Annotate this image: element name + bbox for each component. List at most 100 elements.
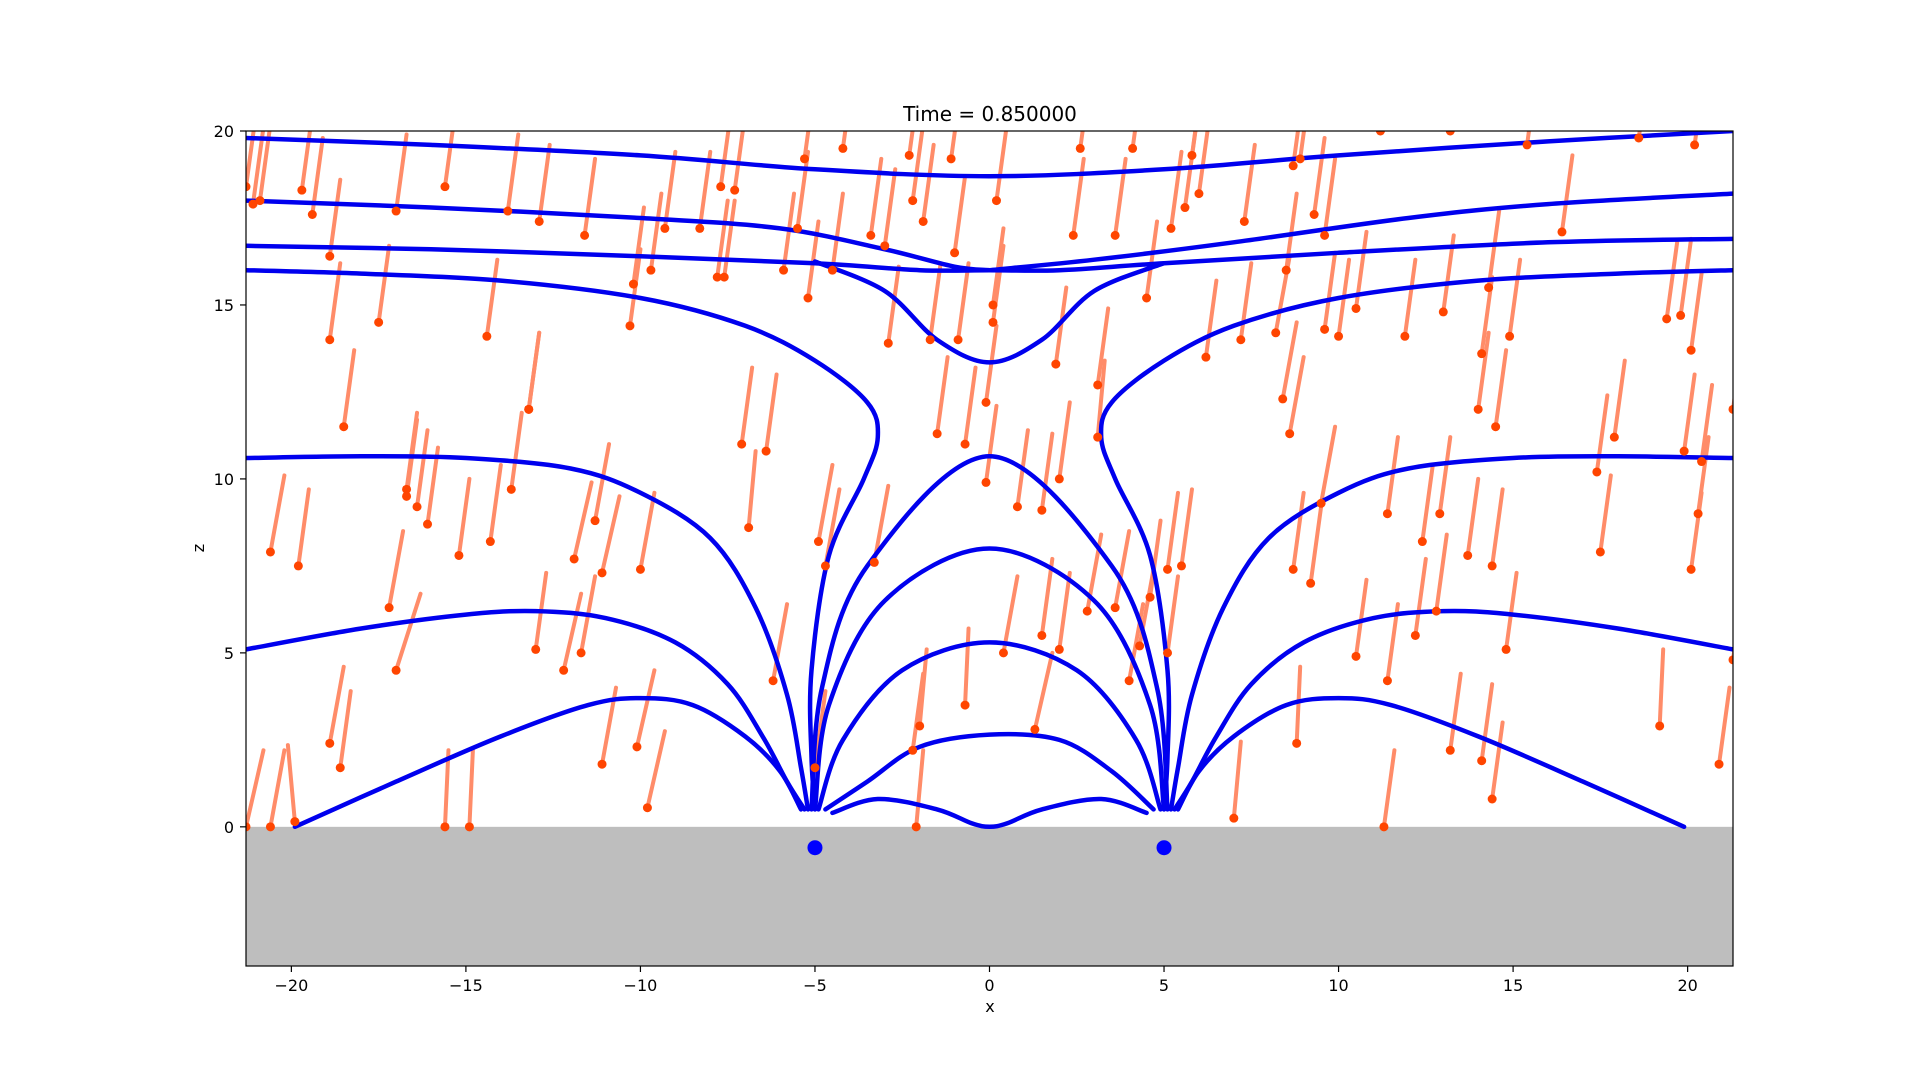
particle-trail bbox=[949, 131, 957, 161]
particle-trail bbox=[1717, 685, 1732, 767]
particle-point bbox=[464, 822, 474, 832]
particle-trail bbox=[1280, 320, 1299, 401]
field-line bbox=[823, 731, 1156, 812]
particle-point bbox=[799, 154, 809, 164]
particle-point bbox=[384, 603, 394, 613]
particle-trail bbox=[739, 365, 755, 447]
particle-trail bbox=[582, 156, 598, 238]
particle-trail bbox=[1113, 529, 1132, 610]
particle-trail bbox=[1402, 257, 1418, 339]
particle-point bbox=[1375, 131, 1385, 136]
y-axis-title: z bbox=[189, 544, 208, 552]
particle-trail bbox=[415, 428, 430, 509]
particle-point bbox=[1557, 227, 1567, 237]
particle-point bbox=[1491, 422, 1501, 432]
particle-point bbox=[988, 300, 998, 310]
particle-trail bbox=[1057, 400, 1072, 481]
particle-trail bbox=[1312, 135, 1327, 217]
x-tick-label: 15 bbox=[1503, 976, 1523, 995]
particle-point bbox=[1054, 644, 1064, 654]
particle-point bbox=[597, 568, 607, 578]
plot-area bbox=[245, 130, 1734, 967]
particle-point bbox=[908, 196, 918, 206]
particle-trail bbox=[268, 748, 287, 829]
particle-trail bbox=[1413, 556, 1428, 638]
particle-point bbox=[246, 822, 251, 832]
particle-point bbox=[960, 439, 970, 449]
particle-trail bbox=[1322, 250, 1338, 332]
particle-point bbox=[1676, 310, 1686, 320]
particle-point bbox=[810, 763, 820, 773]
particle-trail bbox=[921, 142, 936, 224]
particle-point bbox=[1142, 293, 1152, 303]
particle-point bbox=[402, 484, 412, 494]
particle-point bbox=[1379, 822, 1389, 832]
particle-point bbox=[307, 210, 317, 219]
x-tick-label: −15 bbox=[449, 976, 483, 995]
particle-point bbox=[908, 745, 918, 755]
particle-point bbox=[1662, 314, 1672, 324]
particle-point bbox=[1417, 537, 1427, 547]
particle-point bbox=[1679, 446, 1689, 456]
particle-trail bbox=[1127, 602, 1146, 683]
particle-point bbox=[1728, 655, 1733, 665]
particle-point bbox=[1054, 474, 1064, 484]
particle-trail bbox=[327, 177, 343, 259]
particle-point bbox=[1634, 133, 1644, 143]
particle-point bbox=[1281, 265, 1291, 275]
particle-trail bbox=[296, 487, 311, 568]
particle-trail bbox=[1322, 156, 1338, 238]
field-line bbox=[292, 695, 804, 830]
particle-point bbox=[737, 439, 747, 449]
particle-point bbox=[880, 241, 890, 251]
y-tick-label: 10 bbox=[214, 470, 234, 489]
particle-point bbox=[1382, 676, 1392, 686]
particle-trail bbox=[1381, 748, 1397, 829]
particle-trail bbox=[299, 131, 312, 193]
particle-trail bbox=[1298, 131, 1306, 161]
particle-point bbox=[981, 477, 991, 487]
particle-trail bbox=[1448, 671, 1463, 753]
particle-point bbox=[440, 822, 450, 832]
particle-point bbox=[820, 561, 830, 571]
particle-trail bbox=[456, 476, 472, 558]
particle-trail bbox=[914, 748, 926, 829]
particle-trail bbox=[1354, 577, 1369, 659]
particle-point bbox=[1295, 154, 1305, 164]
particle-point bbox=[482, 331, 492, 341]
particle-trail bbox=[1242, 142, 1257, 224]
particle-point bbox=[576, 648, 586, 658]
particle-trail bbox=[1057, 570, 1072, 652]
particle-trail bbox=[1203, 278, 1219, 360]
particle-trail bbox=[1165, 574, 1180, 655]
particle-trail bbox=[771, 602, 790, 683]
particle-trail bbox=[484, 257, 500, 339]
particle-point bbox=[1163, 564, 1173, 574]
particle-point bbox=[1522, 140, 1532, 150]
particle-point bbox=[1316, 498, 1326, 508]
particle-point bbox=[391, 665, 401, 675]
field-line bbox=[1172, 608, 1733, 812]
particle-trail bbox=[907, 131, 915, 158]
particle-point bbox=[1012, 502, 1022, 512]
particle-trail bbox=[387, 529, 406, 610]
particle-point bbox=[660, 223, 670, 233]
particle-point bbox=[506, 484, 516, 494]
particle-point bbox=[1176, 561, 1186, 571]
particle-trail bbox=[338, 689, 353, 770]
particle-point bbox=[925, 335, 935, 345]
field-line bbox=[812, 546, 1167, 812]
particle-point bbox=[265, 822, 275, 832]
particle-trail bbox=[1699, 382, 1715, 464]
field-line bbox=[246, 454, 811, 812]
particle-point bbox=[485, 537, 495, 547]
particle-trail bbox=[1130, 131, 1138, 151]
particle-point bbox=[1351, 303, 1361, 313]
particle-point bbox=[524, 404, 534, 414]
particle-point bbox=[1068, 230, 1078, 240]
particle-point bbox=[1431, 606, 1441, 616]
particle-trail bbox=[928, 261, 943, 342]
particle-point bbox=[290, 817, 300, 827]
particle-trail bbox=[715, 198, 730, 280]
particle-trail bbox=[764, 372, 779, 454]
